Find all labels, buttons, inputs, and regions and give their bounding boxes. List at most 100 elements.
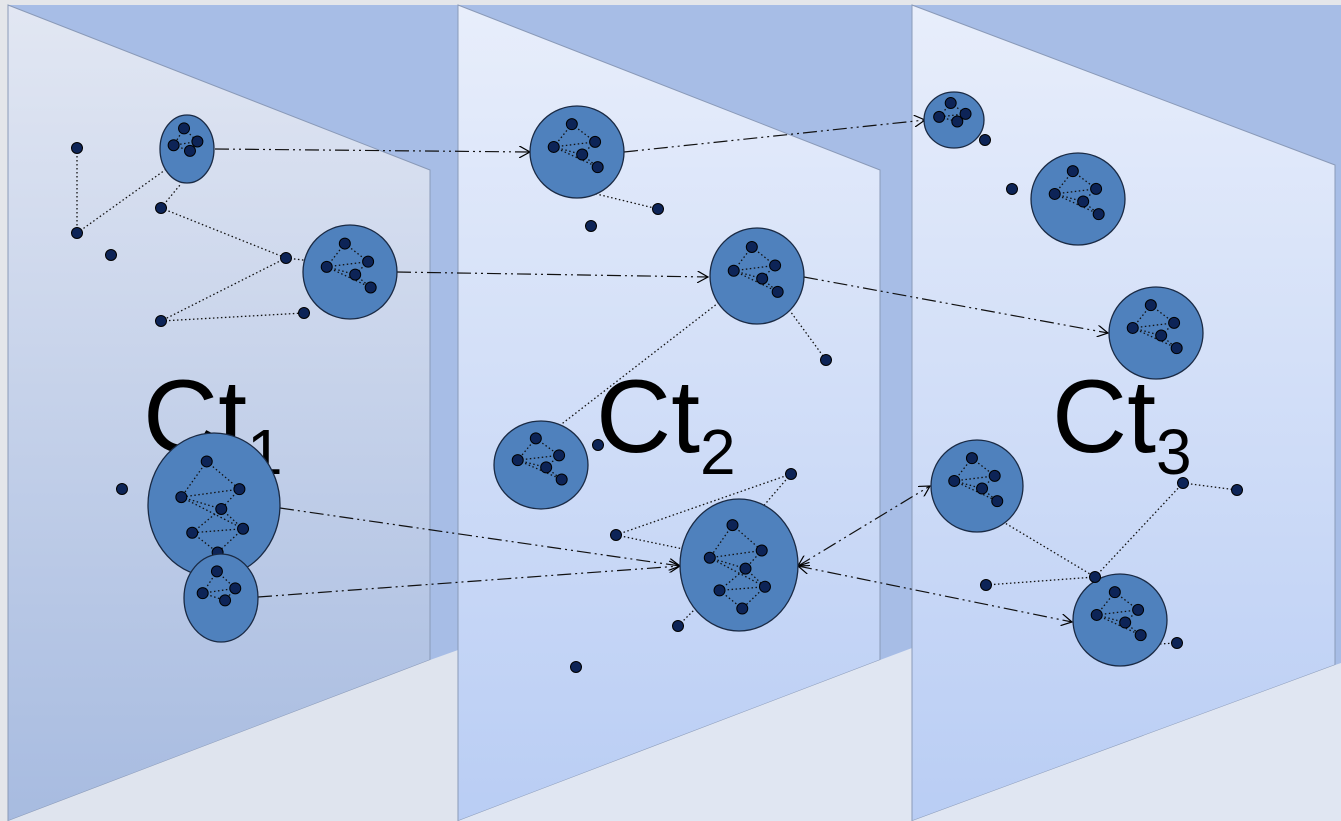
node — [71, 227, 83, 239]
node — [1132, 603, 1145, 616]
community-edge — [581, 141, 596, 155]
community-edge — [733, 264, 776, 272]
node — [364, 281, 377, 294]
community-edge — [761, 264, 776, 280]
node — [547, 140, 560, 153]
node — [585, 220, 597, 232]
node — [726, 519, 739, 532]
transition-arrow — [257, 566, 680, 598]
node — [713, 584, 726, 597]
community-edge — [192, 528, 244, 534]
label-base: Ct — [1052, 359, 1156, 475]
node — [555, 473, 568, 486]
node — [511, 454, 524, 467]
node — [951, 115, 964, 128]
node — [71, 142, 83, 154]
node — [727, 264, 740, 277]
link — [615, 473, 792, 536]
community-edge — [545, 454, 560, 468]
community-edge — [553, 146, 598, 168]
community-edge — [180, 461, 208, 498]
node — [191, 135, 204, 148]
node — [610, 529, 622, 541]
community-edge — [517, 454, 560, 461]
label-subscript: 2 — [700, 416, 736, 488]
community-edge — [517, 459, 562, 481]
node — [672, 620, 684, 632]
label-subscript: 3 — [1156, 416, 1192, 488]
node — [1066, 165, 1079, 178]
node — [1119, 616, 1132, 629]
node — [540, 461, 553, 474]
node — [1089, 571, 1101, 583]
node — [576, 148, 589, 161]
node — [183, 144, 196, 157]
node — [1048, 187, 1061, 200]
community-edge — [709, 524, 734, 559]
node — [1144, 299, 1157, 312]
node — [745, 240, 758, 253]
community-edge — [1160, 322, 1175, 336]
community-edge — [181, 488, 240, 498]
node — [210, 565, 223, 578]
node — [1231, 484, 1243, 496]
node — [758, 580, 771, 593]
community-edge — [1132, 327, 1177, 349]
community-edge — [732, 524, 763, 551]
community-edge — [553, 141, 596, 148]
node — [219, 594, 232, 607]
node — [592, 439, 604, 451]
node — [362, 255, 375, 268]
node — [1006, 183, 1018, 195]
node — [736, 602, 749, 615]
community-edge — [1132, 322, 1175, 329]
node — [933, 110, 946, 123]
link — [615, 534, 713, 556]
node — [1177, 477, 1189, 489]
network-layer — [71, 91, 1243, 673]
link — [1094, 482, 1184, 578]
node — [755, 544, 768, 557]
node — [1108, 586, 1121, 599]
node — [233, 483, 246, 496]
node — [196, 587, 209, 600]
node — [591, 161, 604, 174]
node — [215, 502, 228, 515]
node — [944, 97, 957, 110]
community-edge — [954, 475, 995, 482]
node — [529, 432, 542, 445]
panel-floor — [8, 650, 458, 821]
node — [959, 107, 972, 120]
community-edge — [938, 116, 958, 123]
panel-label: Ct3 — [1052, 359, 1192, 488]
node — [178, 122, 191, 135]
node — [1126, 321, 1139, 334]
community-edge — [183, 127, 198, 142]
node — [785, 468, 797, 480]
node — [1168, 316, 1181, 329]
node — [175, 491, 188, 504]
node — [200, 455, 213, 468]
node — [820, 354, 832, 366]
node — [652, 203, 664, 215]
node — [1171, 637, 1183, 649]
transition-arrow — [803, 276, 1108, 333]
community-edge — [950, 102, 966, 115]
transition-arrow — [396, 272, 708, 277]
community-edge — [326, 266, 371, 289]
node — [1090, 608, 1103, 621]
node — [703, 551, 716, 564]
node — [320, 260, 333, 273]
link — [1182, 482, 1238, 491]
node — [739, 562, 752, 575]
node — [155, 315, 167, 327]
node — [1155, 329, 1168, 342]
community-edge — [1124, 609, 1139, 623]
node — [338, 237, 351, 250]
node — [570, 661, 582, 673]
link — [160, 257, 287, 322]
node — [1090, 182, 1103, 195]
node — [229, 582, 242, 595]
